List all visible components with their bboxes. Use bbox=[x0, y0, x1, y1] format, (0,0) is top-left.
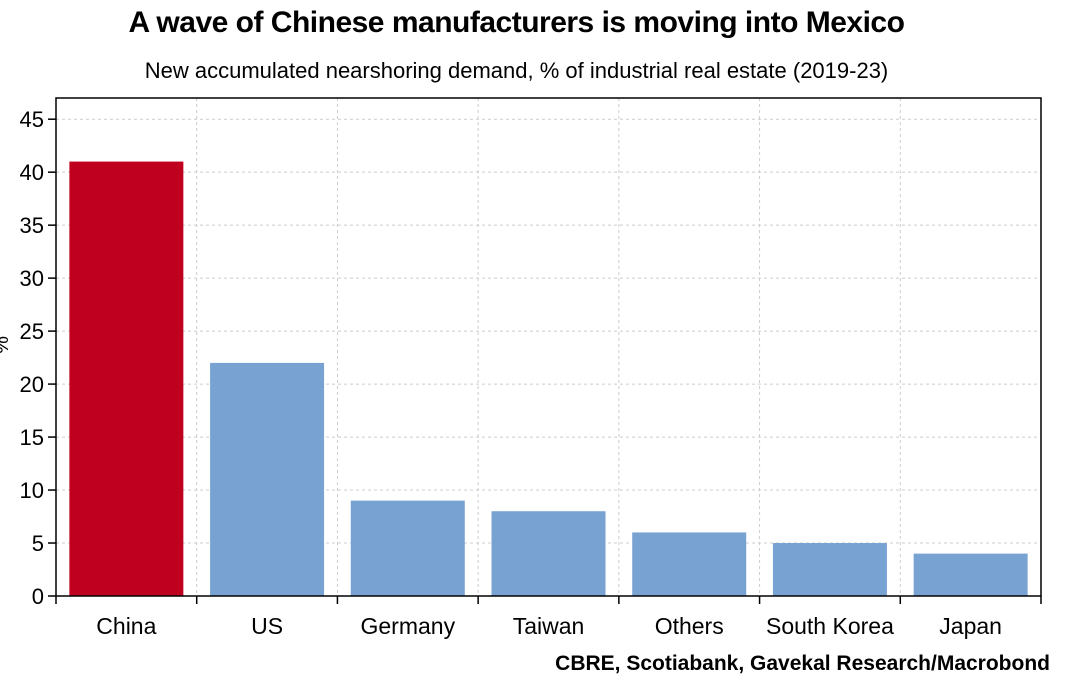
y-tick-label: 40 bbox=[20, 160, 44, 185]
y-tick-label: 20 bbox=[20, 372, 44, 397]
y-tick-label: 35 bbox=[20, 213, 44, 238]
x-tick-label: Germany bbox=[360, 613, 455, 639]
y-tick-label: 0 bbox=[32, 584, 44, 609]
chart-subtitle: New accumulated nearshoring demand, % of… bbox=[144, 58, 889, 83]
y-tick-label: 5 bbox=[32, 531, 44, 556]
bar-south-korea bbox=[772, 543, 887, 596]
y-tick-label: 10 bbox=[20, 478, 44, 503]
bar-germany bbox=[350, 500, 465, 596]
bar-us bbox=[210, 362, 325, 596]
axes: 0 5 10 15 20 25 30 35 40 45 China US Germany Taiwan Ot… bbox=[20, 107, 1042, 639]
bars bbox=[69, 161, 1028, 596]
x-tick-label: Taiwan bbox=[513, 613, 585, 639]
y-tick-label: 30 bbox=[20, 266, 44, 291]
y-tick-label: 25 bbox=[20, 319, 44, 344]
x-tick-label: South Korea bbox=[766, 613, 894, 639]
x-tick-label: China bbox=[96, 613, 156, 639]
bar-taiwan bbox=[491, 511, 606, 596]
y-tick-label: 15 bbox=[20, 425, 44, 450]
chart-title: A wave of Chinese manufacturers is movin… bbox=[128, 6, 905, 39]
bar-others bbox=[632, 532, 747, 596]
x-tick-label: Others bbox=[655, 613, 724, 639]
x-tick-label: Japan bbox=[939, 613, 1002, 639]
plot-frame bbox=[55, 97, 1042, 597]
source-note: CBRE, Scotiabank, Gavekal Research/Macro… bbox=[555, 652, 1050, 675]
y-tick-label: 45 bbox=[20, 107, 44, 132]
bar-china bbox=[69, 161, 184, 596]
x-tick-label: US bbox=[251, 613, 283, 639]
bar-japan bbox=[913, 553, 1028, 596]
y-axis-label: % bbox=[0, 336, 13, 354]
